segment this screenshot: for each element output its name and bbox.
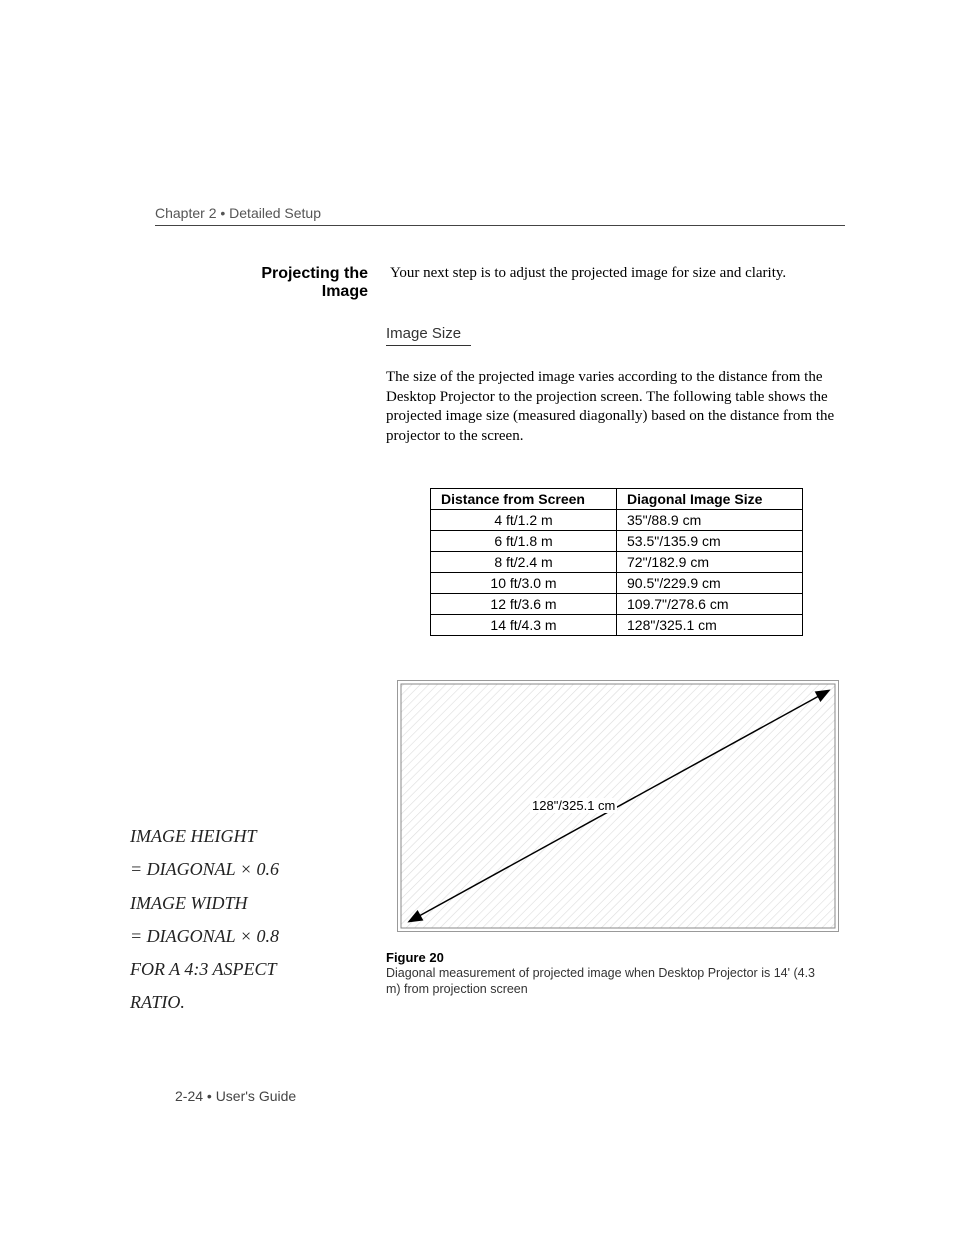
- table-row: 6 ft/1.8 m 53.5"/135.9 cm: [431, 531, 803, 552]
- table-cell: 10 ft/3.0 m: [431, 573, 617, 594]
- handwritten-line: FOR A 4:3 ASPECT: [130, 953, 279, 986]
- diagram-svg: [398, 681, 838, 931]
- handwritten-line: IMAGE HEIGHT: [130, 820, 279, 853]
- table-row: 4 ft/1.2 m 35"/88.9 cm: [431, 510, 803, 531]
- figure-caption: Diagonal measurement of projected image …: [386, 966, 816, 997]
- image-size-table: Distance from Screen Diagonal Image Size…: [430, 488, 803, 636]
- table-cell: 12 ft/3.6 m: [431, 594, 617, 615]
- table-cell: 14 ft/4.3 m: [431, 615, 617, 636]
- table-cell: 109.7"/278.6 cm: [617, 594, 803, 615]
- sub-heading: Image Size: [386, 325, 461, 342]
- table-row: 14 ft/4.3 m 128"/325.1 cm: [431, 615, 803, 636]
- projection-diagram: [397, 680, 839, 932]
- table-cell: 4 ft/1.2 m: [431, 510, 617, 531]
- page-header: Chapter 2 • Detailed Setup: [155, 205, 321, 221]
- table-row: 10 ft/3.0 m 90.5"/229.9 cm: [431, 573, 803, 594]
- table-header: Distance from Screen: [431, 489, 617, 510]
- handwritten-annotation: IMAGE HEIGHT = DIAGONAL × 0.6 IMAGE WIDT…: [130, 820, 279, 1020]
- table-cell: 8 ft/2.4 m: [431, 552, 617, 573]
- table-header: Diagonal Image Size: [617, 489, 803, 510]
- table-cell: 72"/182.9 cm: [617, 552, 803, 573]
- handwritten-line: = DIAGONAL × 0.6: [130, 853, 279, 886]
- table-cell: 90.5"/229.9 cm: [617, 573, 803, 594]
- section-heading: Projecting the Image: [248, 265, 368, 301]
- table-row: 12 ft/3.6 m 109.7"/278.6 cm: [431, 594, 803, 615]
- table-cell: 53.5"/135.9 cm: [617, 531, 803, 552]
- table-cell: 6 ft/1.8 m: [431, 531, 617, 552]
- diagram-measurement-label: 128"/325.1 cm: [530, 798, 617, 813]
- handwritten-line: RATIO.: [130, 986, 279, 1019]
- document-page: Chapter 2 • Detailed Setup Projecting th…: [0, 0, 954, 1235]
- body-paragraph: The size of the projected image varies a…: [386, 368, 851, 446]
- table-cell: 128"/325.1 cm: [617, 615, 803, 636]
- sub-heading-rule: [386, 345, 471, 346]
- page-footer: 2-24 • User's Guide: [175, 1088, 296, 1104]
- figure-title: Figure 20: [386, 950, 444, 965]
- handwritten-line: = DIAGONAL × 0.8: [130, 920, 279, 953]
- header-rule: [155, 225, 845, 226]
- intro-paragraph: Your next step is to adjust the projecte…: [390, 265, 845, 282]
- handwritten-line: IMAGE WIDTH: [130, 887, 279, 920]
- table-row: 8 ft/2.4 m 72"/182.9 cm: [431, 552, 803, 573]
- table-cell: 35"/88.9 cm: [617, 510, 803, 531]
